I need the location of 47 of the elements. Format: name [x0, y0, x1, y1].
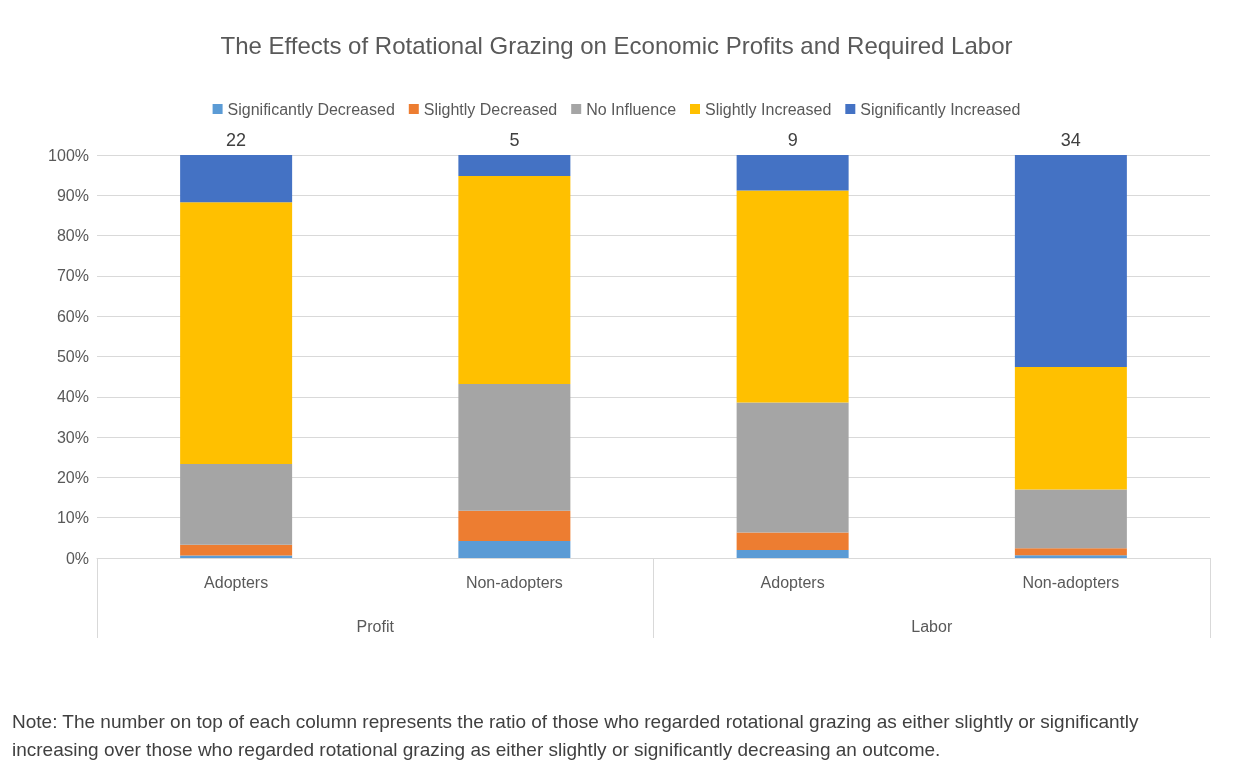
bar: [458, 541, 571, 558]
bar: [1014, 366, 1127, 490]
bar: [736, 549, 849, 558]
text: 34: [1060, 130, 1081, 150]
text: 5: [509, 130, 520, 150]
bar: [180, 202, 293, 465]
legend-label: No Influence: [586, 100, 677, 118]
y-tick-label: 100%: [48, 146, 89, 164]
bar: [1014, 555, 1127, 558]
bar: [458, 510, 571, 542]
text: Note: The number on top of each column represents the ratio of those who regarded rotational grazing as either slightly or significantly increasing over those who regarded rotational grazing as either slightly or significantly decreasing an outcome.: [11, 710, 1140, 762]
x-tick-label: Non-adopters: [1022, 573, 1120, 591]
y-tick-label: 90%: [56, 186, 89, 204]
text: Labor: [911, 617, 953, 635]
bar: [180, 155, 293, 203]
legend-label: Significantly Increased: [860, 100, 1021, 118]
bar: [458, 155, 571, 176]
legend-label: Slightly Increased: [705, 100, 832, 118]
text: Profit: [356, 617, 395, 635]
y-tick-label: 60%: [56, 307, 89, 325]
x-tick-label: Adopters: [760, 573, 825, 591]
bar: [1014, 489, 1127, 549]
bar: [458, 383, 571, 511]
bar: [736, 402, 849, 533]
bar: [1014, 548, 1127, 556]
x-tick-label: Adopters: [204, 573, 269, 591]
y-tick-label: 80%: [56, 227, 89, 245]
bar: [458, 175, 571, 384]
bar: [736, 190, 849, 403]
y-tick-label: 30%: [56, 428, 89, 446]
bar: [1014, 155, 1127, 367]
bar: [180, 544, 293, 556]
bar: [736, 155, 849, 191]
text: 22: [226, 130, 247, 150]
y-tick-label: 0%: [65, 549, 89, 567]
legend-label: Slightly Decreased: [423, 100, 558, 118]
bar: [736, 532, 849, 550]
y-tick-label: 10%: [56, 509, 89, 527]
y-tick-label: 20%: [56, 468, 89, 486]
y-tick-label: 40%: [56, 388, 89, 406]
bar: [180, 464, 293, 545]
x-tick-label: Non-adopters: [465, 573, 563, 591]
y-tick-label: 50%: [56, 348, 89, 365]
text: 9: [787, 130, 798, 150]
legend-label: Significantly Decreased: [227, 100, 395, 118]
chart-title: The Effects of Rotational Grazing on Economic Profits and Required Labor: [220, 31, 1013, 59]
y-tick-label: 70%: [56, 267, 89, 285]
